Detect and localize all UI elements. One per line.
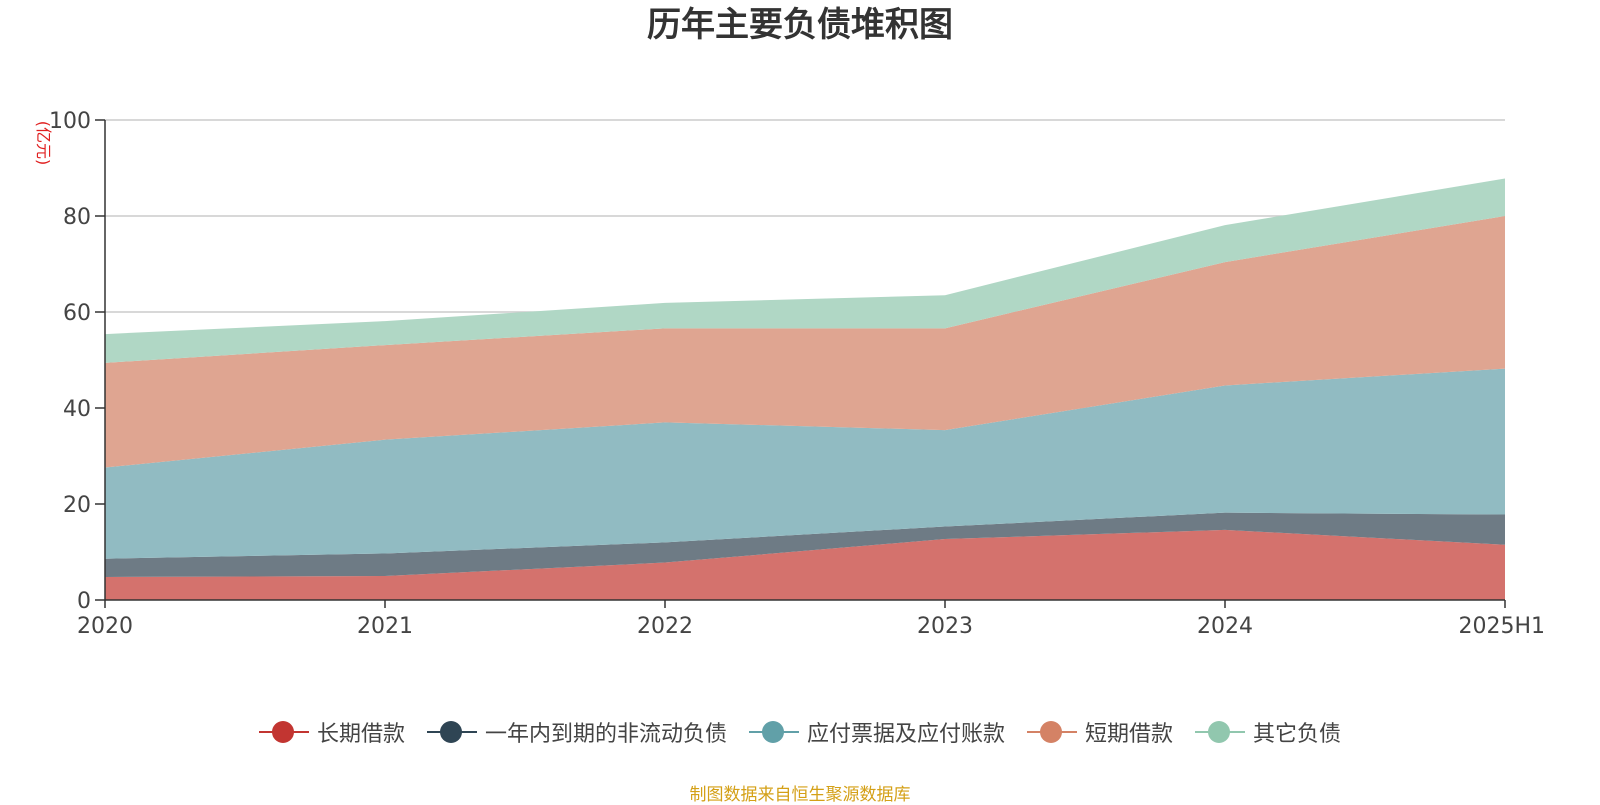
area-series-3 (105, 216, 1505, 468)
y-unit-label: (亿元) (34, 121, 53, 166)
x-tick-label: 2021 (357, 614, 413, 639)
area-series-4 (105, 178, 1505, 363)
legend-marker-icon (748, 720, 799, 744)
legend-item[interactable]: 长期借款 (258, 716, 405, 748)
x-tick-label: 2023 (917, 614, 973, 639)
legend-marker-icon (258, 720, 309, 744)
source-note: 制图数据来自恒生聚源数据库 (689, 785, 911, 805)
legend-label: 一年内到期的非流动负债 (484, 722, 727, 747)
x-tick-label: 2024 (1197, 614, 1253, 639)
legend-label: 长期借款 (316, 722, 405, 747)
legend: 长期借款 一年内到期的非流动负债 应付票据及应付账款 短期借款 其它负债 (0, 716, 1600, 748)
legend-label: 其它负债 (1253, 722, 1342, 747)
x-tick-label: 2025H1 (1458, 614, 1545, 639)
area-series-1 (105, 512, 1505, 577)
legend-item[interactable]: 其它负债 (1195, 716, 1341, 748)
stacked-areas (105, 178, 1505, 600)
y-tick-label: 0 (77, 589, 91, 614)
legend-marker-icon (1027, 720, 1077, 744)
legend-label: 应付票据及应付账款 (806, 722, 1005, 747)
legend-label: 短期借款 (1085, 722, 1174, 747)
legend-item[interactable]: 应付票据及应付账款 (748, 716, 1005, 748)
legend-item[interactable]: 一年内到期的非流动负债 (426, 716, 727, 748)
legend-item[interactable]: 短期借款 (1027, 716, 1173, 748)
y-tick-label: 60 (63, 301, 91, 326)
y-tick-label: 100 (49, 109, 91, 134)
axes: 0 20 40 60 80 100 2020 2021 2022 2023 2024 2025H1 (49, 109, 1545, 639)
y-tick-label: 20 (63, 493, 91, 518)
chart-title: 历年主要负债堆积图 (647, 5, 953, 45)
y-tick-label: 80 (63, 205, 91, 230)
legend-marker-icon (426, 720, 477, 744)
legend-marker-icon (1195, 720, 1246, 744)
area-series-2 (105, 368, 1505, 559)
area-series-0 (105, 529, 1505, 600)
x-tick-label: 2020 (77, 614, 133, 639)
y-tick-label: 40 (63, 397, 91, 422)
x-tick-label: 2022 (637, 614, 693, 639)
